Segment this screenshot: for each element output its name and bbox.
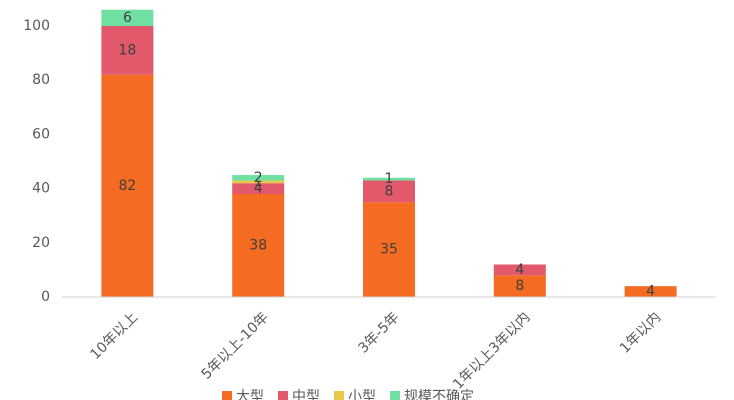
value-label: 1 xyxy=(385,171,394,187)
legend-label: 小型 xyxy=(348,389,376,400)
x-tick-label: 1年以内 xyxy=(617,309,664,356)
bar-segment xyxy=(101,74,154,297)
y-tick-label: 20 xyxy=(32,235,50,251)
legend-swatch xyxy=(390,391,400,400)
value-label: 4 xyxy=(254,181,263,197)
x-tick-label: 1年以上3年以内 xyxy=(450,309,533,392)
legend-label: 规模不确定 xyxy=(404,389,474,400)
legend-label: 中型 xyxy=(292,389,320,400)
bar-segment xyxy=(493,264,546,276)
y-tick-label: 100 xyxy=(23,18,50,34)
legend-swatch xyxy=(278,391,288,400)
value-label: 2 xyxy=(254,170,263,186)
value-label: 18 xyxy=(118,42,136,58)
bar-segment xyxy=(101,26,154,75)
legend-swatch xyxy=(222,391,232,400)
value-label: 4 xyxy=(646,284,655,300)
legend-swatch xyxy=(334,391,344,400)
bar-segment xyxy=(624,286,677,297)
bar-segment xyxy=(232,183,285,195)
bar-segment xyxy=(232,175,285,181)
y-tick-label: 60 xyxy=(32,126,50,142)
y-tick-label: 40 xyxy=(32,181,50,197)
x-tick-label: 5年以上-10年 xyxy=(198,309,271,382)
value-label: 1 xyxy=(254,174,263,190)
bar-segment xyxy=(363,177,415,181)
legend-label: 大型 xyxy=(236,389,264,400)
bar-segment xyxy=(101,9,154,26)
y-tick-label: 80 xyxy=(32,72,50,88)
bar-segment xyxy=(232,194,285,297)
value-label: 35 xyxy=(380,242,398,258)
value-label: 6 xyxy=(123,10,132,26)
bar-segment xyxy=(232,180,285,184)
value-label: 8 xyxy=(385,183,394,199)
value-label: 8 xyxy=(515,278,524,294)
value-label: 82 xyxy=(118,178,136,194)
y-tick-label: 0 xyxy=(41,289,50,305)
x-tick-label: 10年以上 xyxy=(87,309,141,363)
bar-segment xyxy=(363,202,415,297)
value-label: 4 xyxy=(515,262,524,278)
bar-segment xyxy=(363,180,415,203)
x-tick-label: 3年-5年 xyxy=(355,309,402,356)
value-label: 38 xyxy=(249,238,267,254)
bar-segment xyxy=(493,275,546,297)
